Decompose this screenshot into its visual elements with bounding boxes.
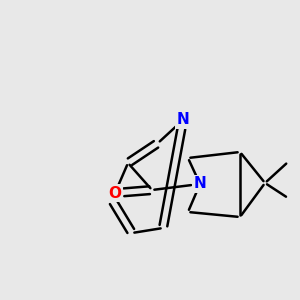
Text: N: N [177,112,189,128]
Text: N: N [194,176,206,191]
Text: O: O [109,185,122,200]
